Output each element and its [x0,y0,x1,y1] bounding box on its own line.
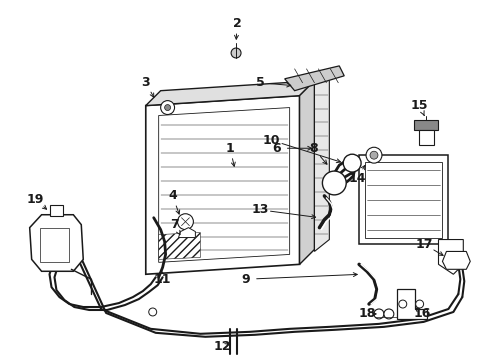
Text: 6: 6 [272,142,281,155]
Text: 13: 13 [251,203,269,216]
Text: 17: 17 [416,238,433,251]
Polygon shape [414,121,439,130]
Text: 1: 1 [226,142,235,155]
Text: 3: 3 [142,76,150,89]
Polygon shape [40,228,70,262]
Polygon shape [285,66,344,91]
Circle shape [416,300,424,308]
Circle shape [231,48,241,58]
Circle shape [161,100,174,114]
Circle shape [177,214,194,230]
Text: 2: 2 [233,17,242,30]
Text: 18: 18 [358,307,376,320]
Circle shape [149,308,157,316]
Polygon shape [146,96,299,274]
Text: 14: 14 [348,171,366,185]
Circle shape [370,151,378,159]
Circle shape [366,147,382,163]
Polygon shape [439,239,464,274]
Text: 8: 8 [309,142,318,155]
Polygon shape [299,81,315,264]
Polygon shape [315,71,329,251]
Text: 7: 7 [170,218,179,231]
Text: 11: 11 [154,273,172,286]
Polygon shape [397,289,427,319]
Polygon shape [418,130,434,145]
Text: 19: 19 [27,193,44,206]
Text: 16: 16 [414,307,431,320]
Polygon shape [30,215,83,271]
Polygon shape [365,162,442,238]
Polygon shape [442,251,470,269]
Circle shape [343,154,361,172]
Polygon shape [49,205,63,216]
Text: 10: 10 [263,134,281,147]
Text: 4: 4 [168,189,177,202]
Polygon shape [159,233,200,260]
Polygon shape [159,108,290,262]
Text: 12: 12 [214,340,231,353]
Circle shape [399,300,407,308]
Polygon shape [359,155,448,244]
Circle shape [165,105,171,111]
Polygon shape [178,228,196,238]
Circle shape [322,171,346,195]
Text: 9: 9 [242,273,250,286]
Polygon shape [146,81,315,105]
Text: 5: 5 [255,76,264,89]
Text: 15: 15 [411,99,428,112]
Circle shape [374,309,384,319]
Circle shape [384,309,394,319]
